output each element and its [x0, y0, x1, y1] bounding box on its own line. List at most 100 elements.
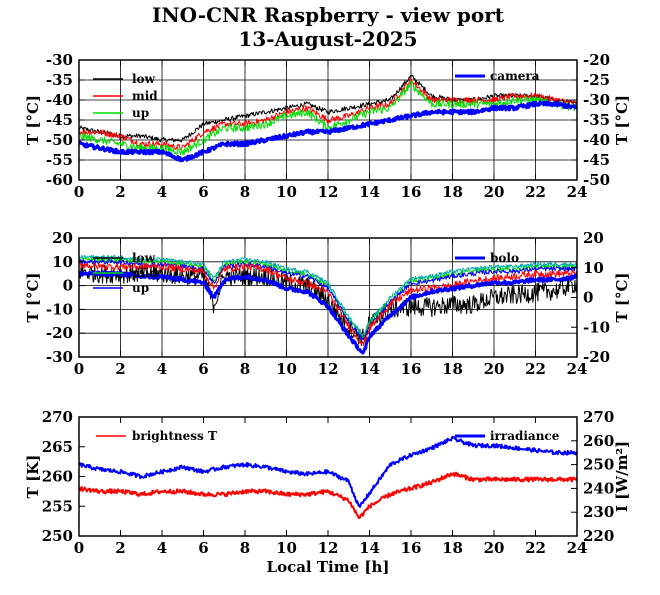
y-right-tick-label: 240: [583, 479, 614, 497]
y-right-tick-label: 230: [583, 503, 614, 521]
x-tick-label: 22: [525, 183, 546, 201]
y-right-axis-label: T [°C]: [613, 272, 631, 322]
x-tick-label: 22: [525, 360, 546, 378]
y-tick-label: 270: [42, 408, 73, 426]
legend-label-bolo: bolo: [490, 251, 519, 265]
y-tick-label: 265: [42, 438, 73, 456]
x-tick-label: 18: [442, 360, 463, 378]
x-tick-label: 24: [567, 183, 588, 201]
x-tick-label: 8: [240, 539, 250, 557]
legend-label-mid: mid: [132, 89, 158, 103]
y-tick-label: -40: [46, 91, 73, 109]
x-tick-label: 24: [567, 539, 588, 557]
x-tick-label: 6: [198, 183, 208, 201]
y-right-tick-label: -45: [583, 151, 610, 169]
x-tick-label: 14: [359, 360, 380, 378]
y-right-tick-label: 260: [583, 432, 614, 450]
x-tick-label: 6: [198, 360, 208, 378]
x-tick-label: 8: [240, 183, 250, 201]
x-tick-label: 24: [567, 360, 588, 378]
x-tick-label: 4: [157, 539, 167, 557]
y-tick-label: 255: [42, 497, 73, 515]
x-tick-label: 12: [318, 183, 339, 201]
y-right-tick-label: -10: [583, 318, 610, 336]
series-line-up: [79, 259, 577, 340]
y-tick-label: -30: [46, 348, 73, 366]
series-line-low: [79, 263, 577, 347]
legend-label-up: up: [132, 106, 149, 120]
y-tick-label: 0: [63, 277, 73, 295]
series-line-brightness-t: [79, 471, 577, 520]
y-right-axis-label: T [°C]: [613, 95, 631, 145]
x-tick-label: 10: [276, 539, 297, 557]
panel-view-port-temperatures: 0 2 4 6 8 10 12 14 16 18 20 22 24-60-55-50-45-40-35-…: [24, 51, 631, 201]
panel-bolometer-temperatures: 0 2 4 6 8 10 12 14 16 18 20 22 24-30-20-1001020-20-1…: [24, 229, 631, 378]
x-tick-label: 0: [74, 183, 84, 201]
y-tick-label: 250: [42, 527, 73, 545]
y-right-axis-label: I [W/m²]: [613, 441, 631, 512]
x-tick-label: 16: [401, 183, 422, 201]
y-right-tick-label: -40: [583, 131, 610, 149]
y-tick-label: -45: [46, 111, 73, 129]
panel-brightness-irradiance: 0 2 4 6 8 10 12 14 16 18 20 22 242502552602652702202…: [24, 408, 631, 557]
x-axis-label: Local Time [h]: [267, 558, 390, 576]
legend-label-up: up: [132, 281, 149, 295]
x-tick-label: 14: [359, 183, 380, 201]
x-tick-label: 10: [276, 183, 297, 201]
series-line-irradiance: [79, 435, 577, 508]
y-axis-label: T [°C]: [24, 272, 42, 322]
x-tick-label: 0: [74, 360, 84, 378]
y-right-tick-label: -25: [583, 71, 610, 89]
x-tick-label: 12: [318, 360, 339, 378]
figure-title: INO-CNR Raspberry - view port: [152, 3, 505, 27]
y-tick-label: -50: [46, 131, 73, 149]
y-right-tick-label: -50: [583, 171, 610, 189]
x-tick-label: 10: [276, 360, 297, 378]
legend-label-low: low: [132, 72, 156, 86]
x-tick-label: 22: [525, 539, 546, 557]
x-tick-label: 2: [115, 360, 125, 378]
series-line-00aaaa-trace: [79, 254, 577, 336]
y-tick-label: -20: [46, 324, 73, 342]
y-tick-label: 260: [42, 468, 73, 486]
y-right-tick-label: 20: [583, 229, 604, 247]
legend-label-mid: mid: [132, 266, 158, 280]
y-tick-label: -35: [46, 71, 73, 89]
x-tick-label: 14: [359, 539, 380, 557]
x-tick-label: 8: [240, 360, 250, 378]
x-tick-label: 2: [115, 183, 125, 201]
series-line-ff0000-trace: [79, 261, 577, 347]
y-right-tick-label: 0: [583, 289, 593, 307]
x-tick-label: 6: [198, 539, 208, 557]
y-right-tick-label: -20: [583, 348, 610, 366]
y-right-tick-label: 250: [583, 456, 614, 474]
x-tick-label: 16: [401, 360, 422, 378]
legend-label-irradiance: irradiance: [490, 429, 560, 443]
series-line-up: [79, 80, 577, 156]
y-right-tick-label: 270: [583, 408, 614, 426]
y-tick-label: -55: [46, 151, 73, 169]
y-axis-label: T [K]: [24, 455, 42, 499]
y-tick-label: -30: [46, 51, 73, 69]
y-tick-label: -60: [46, 171, 73, 189]
y-right-tick-label: -30: [583, 91, 610, 109]
series-line-bolo: [79, 270, 577, 355]
series-line-mid: [79, 78, 577, 151]
x-tick-label: 2: [115, 539, 125, 557]
x-tick-label: 18: [442, 539, 463, 557]
y-right-tick-label: 10: [583, 259, 604, 277]
y-right-tick-label: -20: [583, 51, 610, 69]
x-tick-label: 20: [484, 539, 505, 557]
x-tick-label: 20: [484, 360, 505, 378]
x-tick-label: 4: [157, 183, 167, 201]
x-tick-label: 12: [318, 539, 339, 557]
x-tick-label: 4: [157, 360, 167, 378]
series-line-camera: [79, 100, 577, 163]
y-axis-label: T [°C]: [24, 95, 42, 145]
x-tick-label: 16: [401, 539, 422, 557]
x-tick-label: 20: [484, 183, 505, 201]
y-right-tick-label: 220: [583, 527, 614, 545]
y-tick-label: 20: [52, 229, 73, 247]
x-tick-label: 18: [442, 183, 463, 201]
y-tick-label: 10: [52, 253, 73, 271]
